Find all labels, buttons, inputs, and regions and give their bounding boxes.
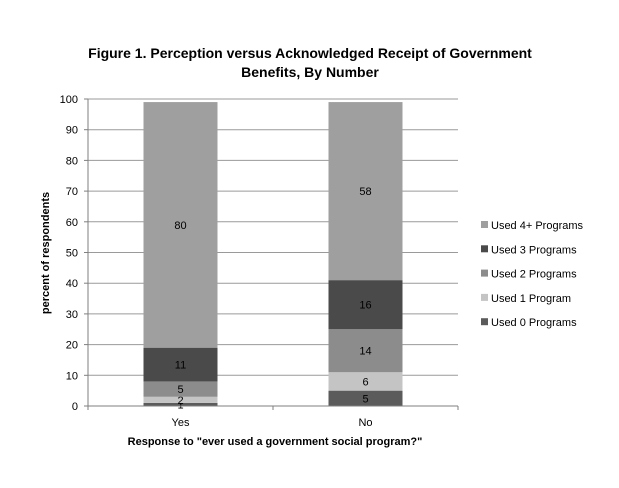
y-axis-ticks: 0 10 20 30 40 50 60 70 80 90 100 xyxy=(60,94,88,413)
y-axis-label: percent of respondents xyxy=(40,192,52,314)
data-label: 16 xyxy=(359,300,371,312)
data-label: 58 xyxy=(359,186,371,198)
bar-segment xyxy=(143,381,218,397)
y-tick-label: 70 xyxy=(66,186,78,198)
y-tick-label: 90 xyxy=(66,125,78,137)
y-tick-label: 30 xyxy=(66,309,78,321)
x-tick-label: No xyxy=(358,417,372,429)
legend-label: Used 4+ Programs xyxy=(491,220,584,232)
data-label: 6 xyxy=(362,376,368,388)
legend-label: Used 2 Programs xyxy=(491,269,577,281)
legend-label: Used 1 Program xyxy=(491,293,571,305)
y-tick-label: 20 xyxy=(66,340,78,352)
data-label: 1 xyxy=(177,399,183,411)
legend-swatch xyxy=(481,245,488,253)
legend-label: Used 3 Programs xyxy=(491,244,577,256)
data-label: 11 xyxy=(175,360,186,372)
legend-swatch xyxy=(481,269,488,277)
data-label: 14 xyxy=(359,346,371,358)
legend-swatch xyxy=(481,318,488,326)
bar-segment xyxy=(143,396,218,403)
bar-segment xyxy=(328,390,403,406)
data-label: 2 xyxy=(177,395,183,407)
legend-swatch xyxy=(481,221,488,228)
x-axis-label: Response to "ever used a government soci… xyxy=(128,436,423,448)
legend-swatch xyxy=(481,293,488,301)
bar-segment xyxy=(328,372,403,391)
data-label: 5 xyxy=(362,393,368,405)
y-tick-label: 40 xyxy=(66,278,78,290)
y-tick-label: 100 xyxy=(60,94,78,106)
y-tick-label: 10 xyxy=(66,370,78,382)
chart-title-line-1: Figure 1. Perception versus Acknowledged… xyxy=(88,45,532,61)
x-axis-ticks: Yes No xyxy=(87,406,459,429)
bar-segment xyxy=(143,102,218,348)
bar-segment xyxy=(143,347,218,382)
data-label: 5 xyxy=(177,384,183,396)
x-tick-label: Yes xyxy=(172,417,190,429)
y-tick-label: 60 xyxy=(66,217,78,229)
y-tick-label: 80 xyxy=(66,155,78,167)
legend: Used 4+ Programs Used 3 Programs Used 2 Pr… xyxy=(481,220,584,329)
bar-segment xyxy=(328,329,403,373)
legend-label: Used 0 Programs xyxy=(491,317,577,329)
data-label: 80 xyxy=(174,220,186,232)
bar-segment xyxy=(328,102,403,281)
chart-title-line-2: Benefits, By Number xyxy=(241,64,379,80)
bar-segment xyxy=(143,402,218,406)
bar-segment xyxy=(328,280,403,330)
y-tick-label: 0 xyxy=(72,401,78,413)
y-tick-label: 50 xyxy=(66,248,78,260)
